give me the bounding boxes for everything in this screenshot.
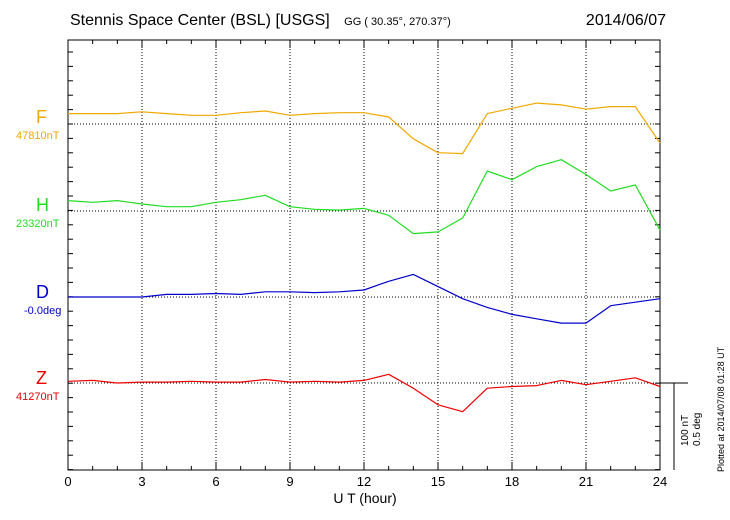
- series-line-z: [67, 373, 661, 413]
- series-line-h: [67, 159, 661, 235]
- scale-bar: [660, 382, 688, 470]
- chart-date: 2014/06/07: [585, 12, 666, 29]
- channel-label-z: Z: [36, 368, 47, 388]
- x-axis-label: U T (hour): [333, 490, 397, 506]
- station-name: Stennis Space Center (BSL): [70, 12, 271, 29]
- scale-deg-label: 0.5 deg: [692, 412, 703, 446]
- scale-nt-label: 100 nT: [680, 414, 691, 446]
- channel-baseline-d: -0.0deg: [24, 305, 62, 317]
- plotted-timestamp: Plotted at 2014/07/08 01:28 UT: [716, 346, 726, 472]
- channel-label-h: H: [36, 195, 49, 215]
- channel-baseline-z: 41270nT: [16, 391, 60, 403]
- x-tick-label: 0: [64, 474, 72, 489]
- grid-lines: [141, 40, 587, 470]
- x-tick-label: 21: [578, 474, 594, 489]
- x-tick-label: 15: [430, 474, 446, 489]
- axis-ticks: [67, 40, 661, 471]
- x-tick-label: 3: [138, 474, 146, 489]
- series-line-f: [68, 102, 661, 155]
- channel-label-f: F: [36, 107, 47, 127]
- x-tick-label: 12: [356, 474, 372, 489]
- series-line-d: [68, 273, 661, 324]
- network-name: [USGS]: [275, 12, 330, 29]
- channel-label-d: D: [36, 282, 49, 302]
- channel-baseline-f: 47810nT: [16, 130, 60, 142]
- x-tick-label: 9: [286, 474, 294, 489]
- station-coords: GG ( 30.35°, 270.37°): [344, 16, 451, 28]
- x-tick-label: 6: [212, 474, 220, 489]
- x-tick-label: 24: [652, 474, 668, 489]
- series-lines: [67, 102, 661, 413]
- plot-frame: [67, 39, 661, 471]
- chart-title: Stennis Space Center (BSL) [USGS] GG ( 3…: [70, 12, 451, 30]
- x-tick-label: 18: [504, 474, 520, 489]
- channel-baseline-h: 23320nT: [16, 218, 60, 230]
